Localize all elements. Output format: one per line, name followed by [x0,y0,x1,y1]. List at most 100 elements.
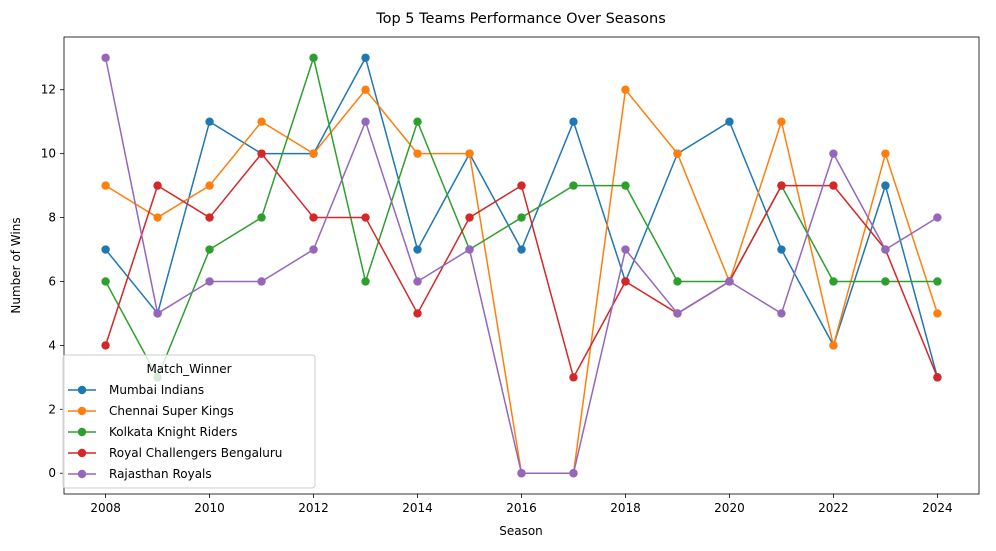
data-point [205,181,214,190]
y-axis: 0 2 4 6 8 10 12 [41,83,64,480]
data-point [829,341,838,350]
data-point [777,181,786,190]
data-point [881,149,890,158]
data-point [361,117,370,126]
data-point [101,341,110,350]
data-point [309,213,318,222]
legend-marker [77,469,87,479]
data-point [517,245,526,254]
y-axis-title: Number of Wins [9,217,23,313]
series-rajasthan-royals [101,53,942,478]
data-point [413,309,422,318]
data-point [101,277,110,286]
data-point [153,309,162,318]
x-tick-label: 2022 [818,501,849,515]
data-point [881,245,890,254]
data-point [621,181,630,190]
data-point [517,469,526,478]
data-point [725,277,734,286]
data-point [257,117,266,126]
x-tick-label: 2014 [402,501,433,515]
data-point [517,181,526,190]
data-point [465,245,474,254]
data-point [153,213,162,222]
data-point [205,245,214,254]
x-tick-label: 2016 [506,501,537,515]
legend-item: Kolkata Knight Riders [68,425,237,439]
legend-item: Rajasthan Royals [68,467,212,481]
data-point [413,149,422,158]
data-point [205,277,214,286]
data-point [153,181,162,190]
data-point [257,213,266,222]
data-point [933,277,942,286]
data-point [413,245,422,254]
legend-item: Chennai Super Kings [68,404,234,418]
data-point [309,149,318,158]
data-point [673,277,682,286]
series-layer [101,53,942,478]
legend-item: Mumbai Indians [68,383,204,397]
data-point [673,149,682,158]
data-point [205,117,214,126]
legend-label: Rajasthan Royals [109,467,212,481]
data-point [569,373,578,382]
data-point [309,245,318,254]
legend-marker [77,427,87,437]
data-point [673,309,682,318]
data-point [465,149,474,158]
legend-box [62,354,316,489]
data-point [881,181,890,190]
data-point [621,85,630,94]
legend-label: Mumbai Indians [109,383,204,397]
data-point [257,277,266,286]
x-tick-label: 2008 [90,501,121,515]
data-point [465,213,474,222]
legend-marker [77,448,87,458]
y-tick-label: 10 [41,147,56,161]
data-point [101,53,110,62]
legend-marker [77,385,87,395]
data-point [101,245,110,254]
data-point [517,213,526,222]
y-tick-label: 0 [48,466,56,480]
x-tick-label: 2018 [610,501,641,515]
legend-items: Mumbai Indians Chennai Super Kings Kolkata… [68,383,282,481]
data-point [933,309,942,318]
data-point [205,213,214,222]
data-point [413,117,422,126]
data-point [933,373,942,382]
data-point [569,469,578,478]
chart-title: Top 5 Teams Performance Over Seasons [375,11,666,27]
x-tick-label: 2012 [298,501,329,515]
x-tick-label: 2020 [714,501,745,515]
data-point [569,117,578,126]
data-point [621,277,630,286]
data-point [777,117,786,126]
data-point [829,181,838,190]
data-point [725,117,734,126]
data-point [361,53,370,62]
data-point [881,277,890,286]
legend-item: Royal Challengers Bengaluru [68,446,282,460]
data-point [933,213,942,222]
data-point [101,181,110,190]
data-point [621,245,630,254]
data-point [829,277,838,286]
y-tick-label: 8 [48,211,56,225]
legend-label: Royal Challengers Bengaluru [109,446,282,460]
data-point [777,245,786,254]
legend: Match_Winner Mumbai Indians Chennai Super… [62,354,316,489]
legend-label: Kolkata Knight Riders [109,425,237,439]
data-point [413,277,422,286]
y-tick-label: 12 [41,83,56,97]
y-tick-label: 4 [48,338,56,352]
x-axis-title: Season [499,524,543,538]
data-point [257,149,266,158]
data-point [361,277,370,286]
data-point [777,309,786,318]
legend-label: Chennai Super Kings [109,404,234,418]
data-point [829,149,838,158]
